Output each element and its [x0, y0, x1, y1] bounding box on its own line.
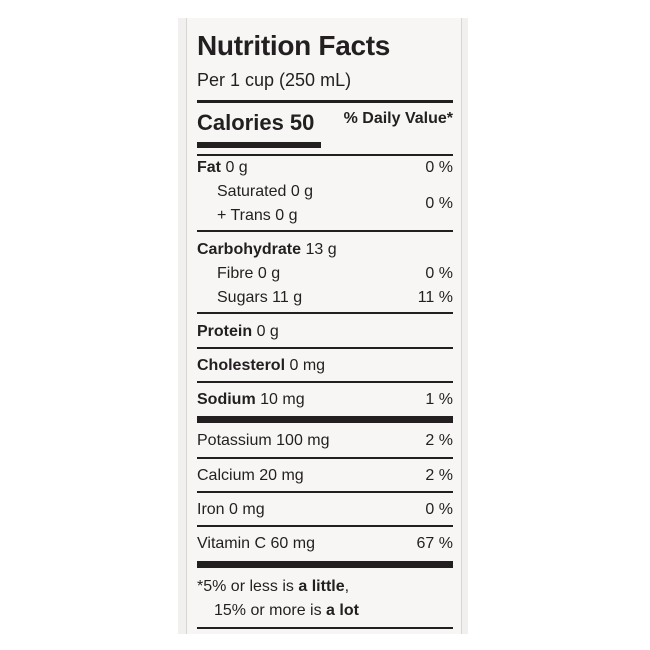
nutrition-facts-table: Nutrition Facts Per 1 cup (250 mL) Calor… — [197, 0, 453, 650]
carbohydrate-amount: 13 g — [305, 241, 337, 258]
protein-amount: 0 g — [256, 323, 279, 340]
fibre-label: Fibre 0 g — [217, 265, 281, 282]
calcium-label: Calcium 20 mg — [197, 467, 304, 484]
divider-potassium — [197, 457, 453, 459]
nutrition-label — [186, 18, 462, 634]
footnote-line1-text: *5% or less is — [197, 578, 299, 595]
divider-top — [197, 100, 453, 103]
saturated-label: Saturated 0 g — [217, 183, 314, 200]
row-saturated: Saturated 0 g — [197, 180, 453, 204]
sugars-label: Sugars 11 g — [217, 289, 303, 306]
row-sugars: Sugars 11 g 11 % — [197, 286, 453, 310]
divider-carbohydrate — [197, 312, 453, 314]
calcium-dv: 2 % — [425, 467, 453, 484]
row-cholesterol: Cholesterol 0 mg — [197, 354, 453, 378]
row-iron: Iron 0 mg 0 % — [197, 498, 453, 522]
iron-dv: 0 % — [425, 501, 453, 518]
row-carbohydrate: Carbohydrate 13 g — [197, 238, 453, 262]
iron-label: Iron 0 mg — [197, 501, 265, 518]
footnote-line2-text: 15% or more is — [214, 602, 327, 619]
vitamin-c-label: Vitamin C 60 mg — [197, 535, 315, 552]
trans-label: + Trans 0 g — [217, 207, 298, 224]
row-potassium: Potassium 100 mg 2 % — [197, 429, 453, 453]
fat-dv: 0 % — [425, 159, 453, 176]
footnote: *5% or less is a little, 15% or more is … — [197, 575, 359, 623]
footnote-a-little: a little — [298, 578, 345, 595]
divider-calories — [197, 154, 453, 156]
divider-protein — [197, 347, 453, 349]
sat-trans-dv: 0 % — [425, 195, 453, 212]
sugars-dv: 11 % — [417, 289, 453, 306]
divider-bottom — [197, 627, 453, 629]
fibre-dv: 0 % — [425, 265, 453, 282]
row-sodium: Sodium 10 mg 1 % — [197, 388, 453, 412]
potassium-dv: 2 % — [425, 432, 453, 449]
divider-calcium — [197, 491, 453, 493]
sodium-label: Sodium — [197, 391, 256, 408]
sodium-amount: 10 mg — [260, 391, 305, 408]
vitamin-c-dv: 67 % — [416, 535, 453, 552]
serving-size: Per 1 cup (250 mL) — [197, 70, 352, 90]
divider-iron — [197, 525, 453, 527]
row-vitamin-c: Vitamin C 60 mg 67 % — [197, 532, 453, 556]
row-calcium: Calcium 20 mg 2 % — [197, 464, 453, 488]
divider-thick-footnote — [197, 561, 453, 568]
potassium-label: Potassium 100 mg — [197, 432, 330, 449]
fat-amount: 0 g — [225, 159, 248, 176]
row-fibre: Fibre 0 g 0 % — [197, 262, 453, 286]
calories: Calories 50 — [197, 110, 315, 135]
footnote-a-lot: a lot — [326, 602, 359, 619]
fat-label: Fat — [197, 159, 221, 176]
calories-underline — [197, 142, 321, 148]
carbohydrate-label: Carbohydrate — [197, 241, 302, 258]
cholesterol-amount: 0 mg — [289, 357, 326, 374]
daily-value-header: % Daily Value* — [343, 110, 453, 127]
protein-label: Protein — [197, 323, 253, 340]
divider-thick-minerals — [197, 416, 453, 423]
divider-fat — [197, 230, 453, 232]
cholesterol-label: Cholesterol — [197, 357, 286, 374]
row-protein: Protein 0 g — [197, 320, 453, 344]
row-fat: Fat 0 g 0 % — [197, 156, 453, 180]
label-title: Nutrition Facts — [197, 30, 391, 61]
footnote-line1-comma: , — [344, 578, 350, 595]
divider-cholesterol — [197, 381, 453, 383]
sodium-dv: 1 % — [425, 391, 453, 408]
row-trans: + Trans 0 g — [197, 204, 453, 228]
